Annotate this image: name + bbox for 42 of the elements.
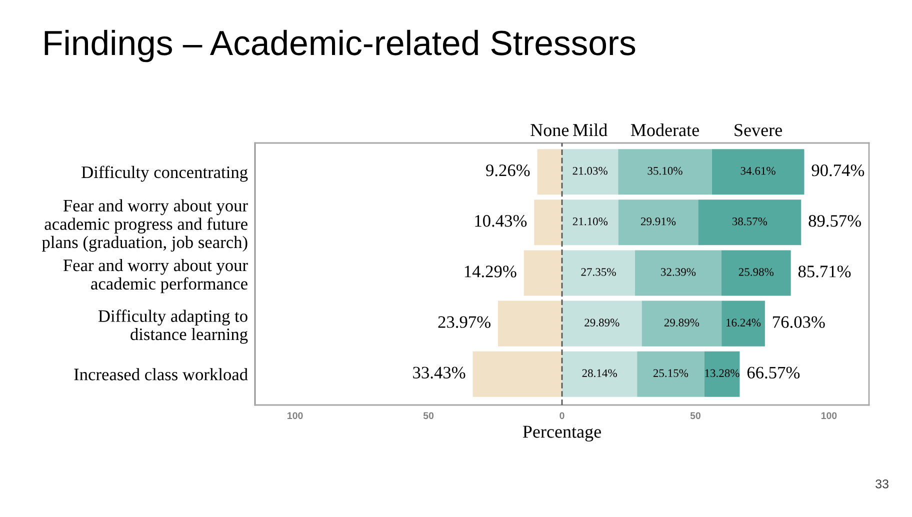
x-tick-label: 100 xyxy=(821,412,837,420)
series-label: None xyxy=(530,124,569,136)
x-tick-label: 50 xyxy=(690,412,700,420)
data-label: 14.29% xyxy=(464,266,516,278)
data-label: 27.35% xyxy=(581,268,616,276)
data-label: 9.26% xyxy=(486,164,530,176)
y-tick-label: Difficulty concentrating xyxy=(82,166,248,182)
y-tick-label: Difficulty adapting to distance learning xyxy=(98,310,248,344)
x-tick-label: 0 xyxy=(560,412,564,420)
data-label: 10.43% xyxy=(475,215,527,227)
annotation: 66.57% xyxy=(747,366,800,379)
x-tick-label: 100 xyxy=(288,412,303,420)
chart-title: Findings – Academic-related Stressors xyxy=(44,30,636,62)
data-label: 32.39% xyxy=(661,268,696,276)
data-label: 21.10% xyxy=(572,218,608,226)
x-axis-title: Percentage xyxy=(522,426,601,442)
y-tick-label: Fear and worry about your academic performance xyxy=(63,258,248,294)
annotation: 89.57% xyxy=(808,215,861,227)
series-label: Mild xyxy=(573,123,608,136)
y-tick-label: Fear and worry about your academic progress and future plans (graduation, job search) xyxy=(42,199,248,252)
data-label: 25.15% xyxy=(653,369,688,378)
data-label: 34.61% xyxy=(740,166,776,175)
data-label: 13.28% xyxy=(705,369,740,378)
annotation: 90.74% xyxy=(812,164,864,176)
data-label: 25.98% xyxy=(738,268,774,276)
annotation: 76.03% xyxy=(773,316,825,328)
data-label: 28.14% xyxy=(582,369,617,378)
data-label: 29.89% xyxy=(584,318,620,327)
data-label: 33.43% xyxy=(413,366,466,379)
data-label: 21.03% xyxy=(572,166,608,175)
data-label: 29.89% xyxy=(664,318,700,327)
data-label: 35.10% xyxy=(648,166,682,175)
text: 33 xyxy=(876,480,888,488)
data-label: 23.97% xyxy=(438,316,490,328)
data-label: 38.57% xyxy=(732,218,768,226)
annotation: 85.71% xyxy=(798,266,851,278)
series-label: Moderate xyxy=(630,123,699,136)
data-label: 16.24% xyxy=(726,318,761,327)
series-label: Severe xyxy=(734,124,782,136)
x-tick-label: 50 xyxy=(423,412,434,420)
data-label: 29.91% xyxy=(640,218,676,226)
y-tick-label: Increased class workload xyxy=(74,368,248,380)
